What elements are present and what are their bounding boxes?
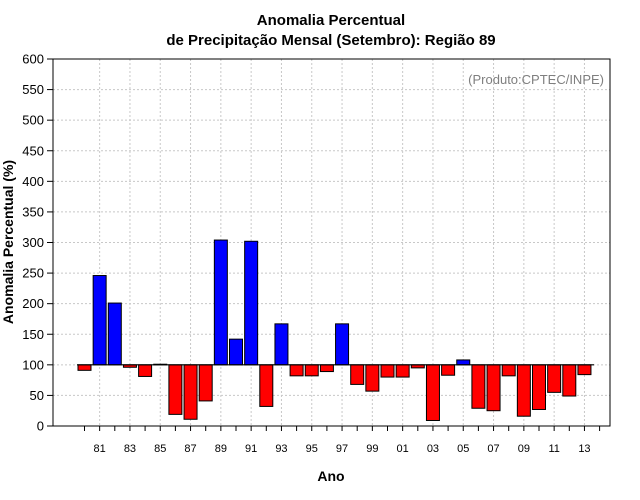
x-tick-label: 99 xyxy=(366,443,378,455)
y-tick-label: 100 xyxy=(22,357,44,372)
x-tick-label: 83 xyxy=(124,443,136,455)
bar-81 xyxy=(92,275,107,366)
x-tick-label: 01 xyxy=(397,443,409,455)
bar-07 xyxy=(486,364,501,412)
bar-97 xyxy=(335,323,350,366)
x-tick-label: 87 xyxy=(184,443,196,455)
bar-93 xyxy=(274,323,289,366)
bar-92 xyxy=(259,364,274,407)
x-tick-label: 91 xyxy=(245,443,257,455)
x-tick-label: 97 xyxy=(336,443,348,455)
y-tick-label: 400 xyxy=(22,174,44,189)
x-tick-label: 93 xyxy=(275,443,287,455)
x-tick-label: 09 xyxy=(518,443,530,455)
y-axis-title: Anomalia Percentual (%) xyxy=(0,160,16,324)
bar-12 xyxy=(562,364,577,397)
bar-04 xyxy=(441,364,456,376)
x-tick-label: 81 xyxy=(94,443,106,455)
x-tick-label: 85 xyxy=(154,443,166,455)
bar-84 xyxy=(138,364,153,377)
bar-03 xyxy=(425,364,440,421)
bar-90 xyxy=(229,338,243,366)
bar-89 xyxy=(213,239,228,366)
bar-80 xyxy=(77,364,92,371)
source-annotation: (Produto:CPTEC/INPE) xyxy=(468,72,604,87)
bar-87 xyxy=(183,364,198,420)
bar-08 xyxy=(501,364,516,377)
x-axis-title: Ano xyxy=(317,468,344,484)
bar-13 xyxy=(577,364,592,376)
x-tick-label: 13 xyxy=(578,443,590,455)
y-tick-label: 250 xyxy=(22,266,44,281)
bar-91 xyxy=(244,240,259,366)
y-tick-label: 300 xyxy=(22,235,44,250)
bar-06 xyxy=(471,364,486,409)
x-tick-label: 07 xyxy=(487,443,499,455)
y-tick-label: 0 xyxy=(37,419,44,434)
bar-94 xyxy=(289,364,304,377)
bar-86 xyxy=(168,364,183,415)
y-tick-label: 500 xyxy=(22,113,44,128)
bar-95 xyxy=(304,364,319,377)
x-tick-label: 95 xyxy=(306,443,318,455)
y-tick-label: 550 xyxy=(22,82,44,97)
bar-88 xyxy=(198,364,213,402)
y-tick-label: 150 xyxy=(22,327,44,342)
x-tick-label: 89 xyxy=(215,443,227,455)
bar-series xyxy=(77,239,592,421)
bar-10 xyxy=(532,364,546,410)
chart-title-line2: de Precipitação Mensal (Setembro): Regiã… xyxy=(166,32,495,49)
bar-98 xyxy=(350,364,365,385)
x-axis-ticks: 81 83 85 87 89 91 93 95 97 99 01 03 05 07 09 11 13 xyxy=(84,426,601,455)
bar-09 xyxy=(516,364,531,417)
x-tick-label: 11 xyxy=(548,443,559,455)
y-axis-ticks: 0 50 100 150 200 250 300 350 400 450 500 550 600 xyxy=(22,52,53,434)
x-tick-label: 05 xyxy=(457,443,469,455)
bar-01 xyxy=(395,364,410,378)
bar-11 xyxy=(547,364,562,393)
y-tick-label: 350 xyxy=(22,204,44,219)
chart-title-line1: Anomalia Percentual xyxy=(257,12,405,29)
bar-05 xyxy=(456,359,471,366)
x-tick-label: 03 xyxy=(427,443,439,455)
bar-00 xyxy=(380,364,395,378)
y-tick-label: 450 xyxy=(22,143,44,158)
bar-96 xyxy=(319,364,334,373)
y-tick-label: 600 xyxy=(22,52,44,67)
bar-82 xyxy=(107,302,122,366)
bar-99 xyxy=(365,364,380,392)
y-tick-label: 200 xyxy=(22,296,44,311)
y-tick-label: 50 xyxy=(30,388,44,403)
